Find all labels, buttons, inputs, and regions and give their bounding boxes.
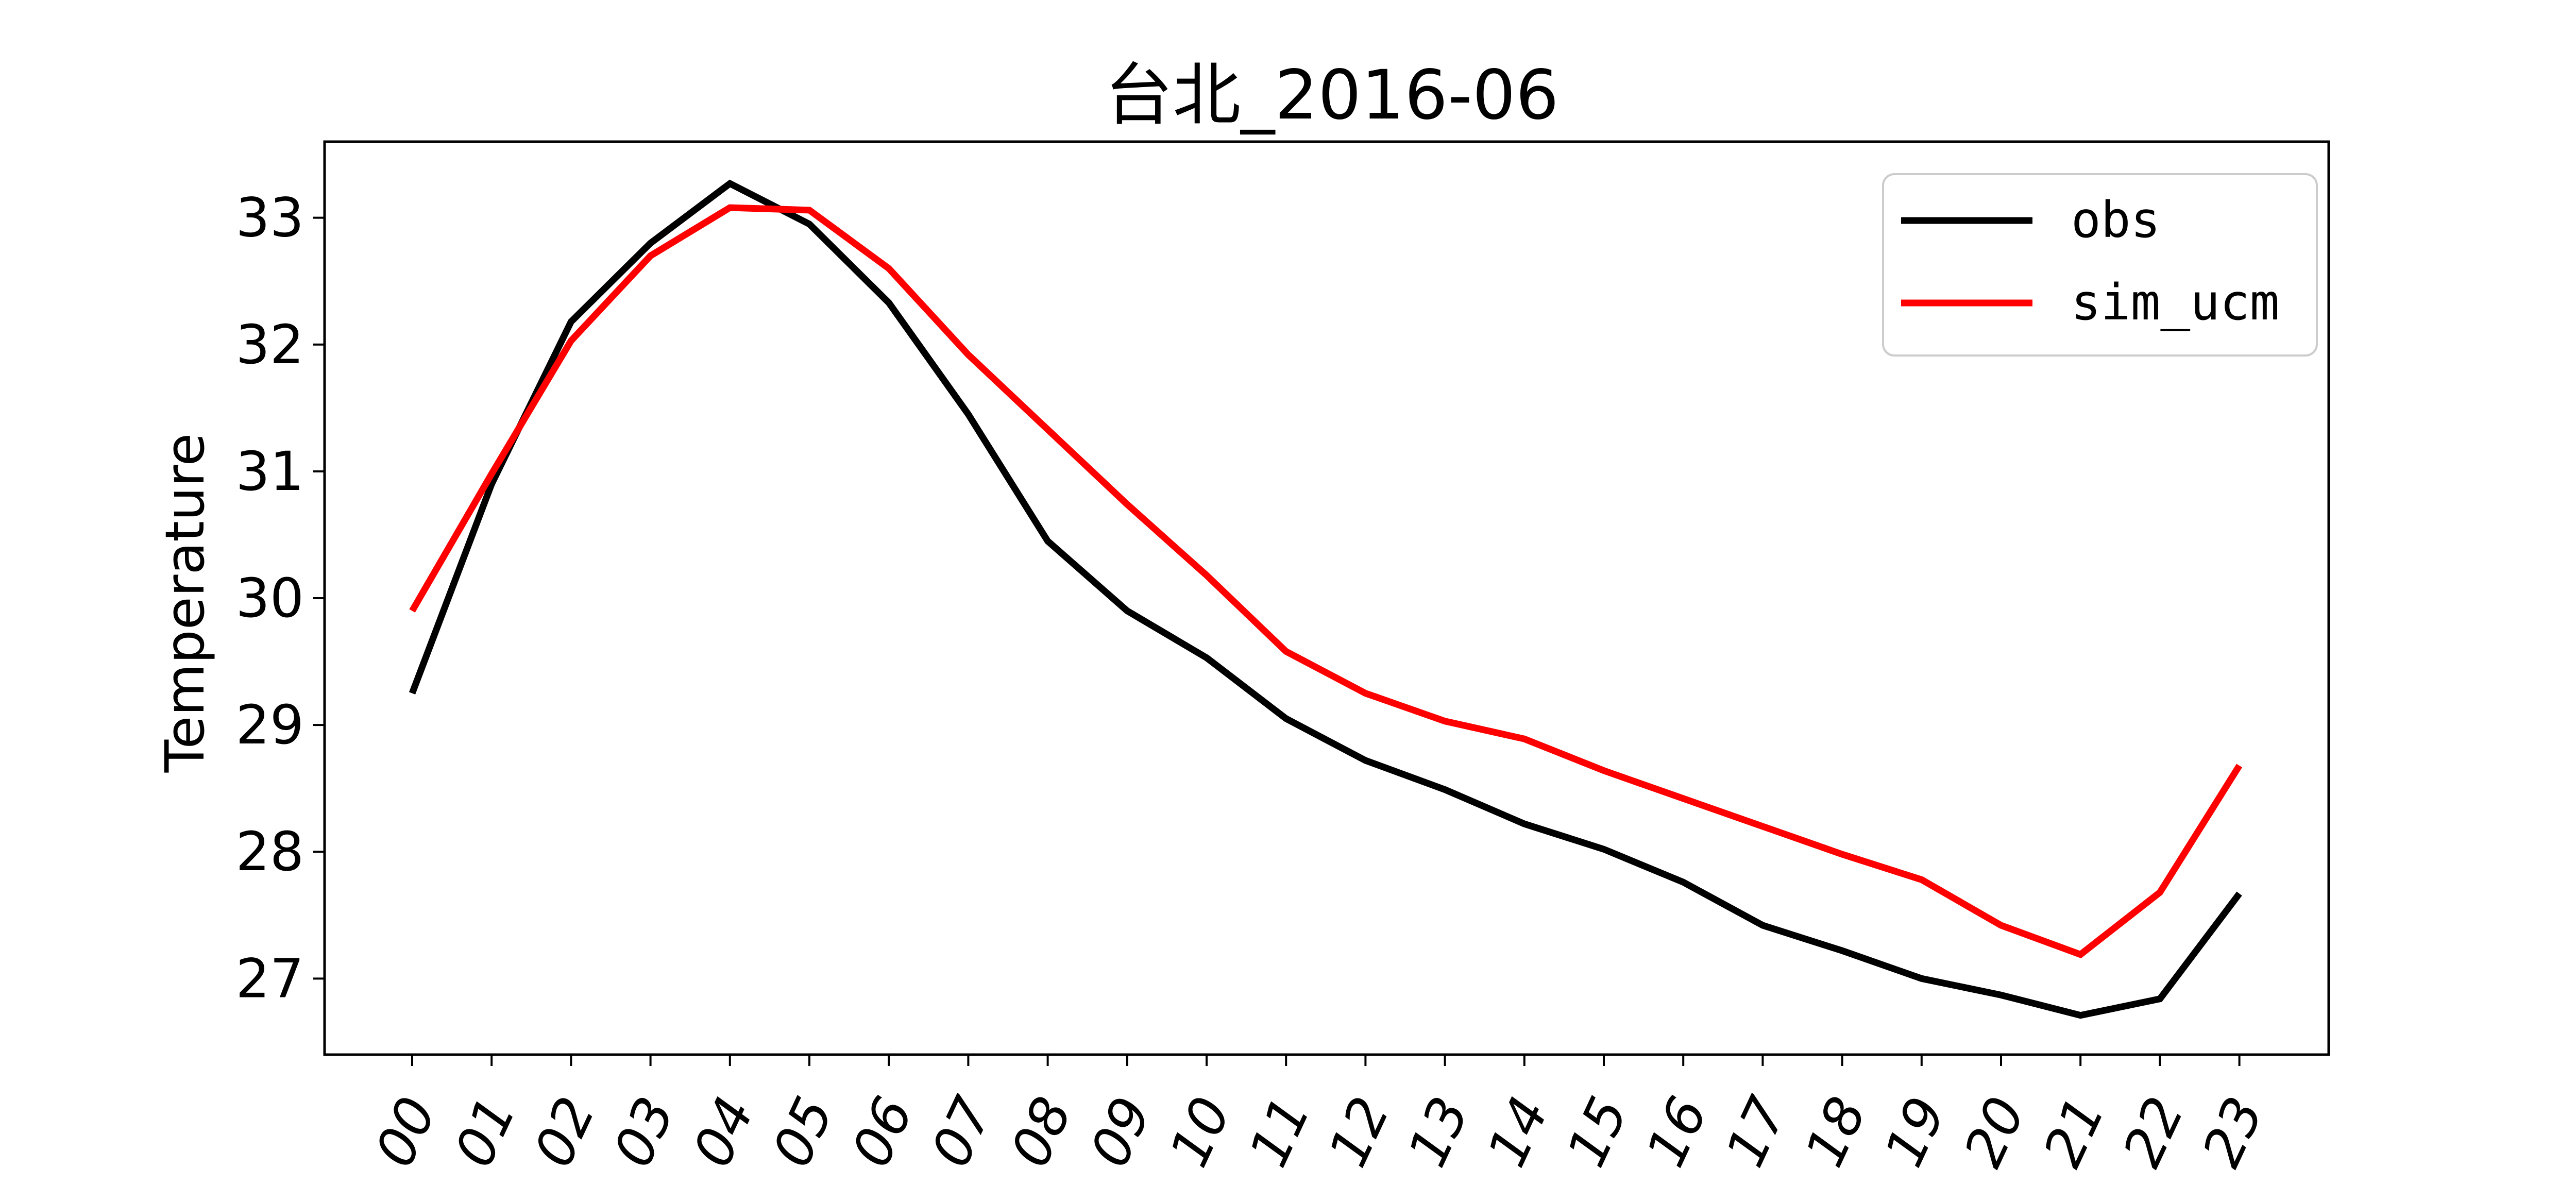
series-lines: [409, 179, 2243, 1019]
x-tick-label: 03: [601, 1088, 687, 1176]
x-tick-label: 07: [919, 1088, 1005, 1176]
x-tick-label: 17: [1714, 1088, 1800, 1176]
y-tick-label: 32: [236, 313, 304, 376]
y-tick-label: 31: [236, 440, 304, 503]
x-tick-label: 09: [1078, 1088, 1164, 1176]
y-axis-label: Temperature: [154, 433, 216, 773]
x-tick-label: 01: [442, 1088, 528, 1176]
x-tick-label: 08: [998, 1088, 1084, 1176]
legend: obs sim_ucm: [1882, 173, 2318, 357]
x-tick-label: 12: [1316, 1088, 1402, 1176]
x-tick-label: 10: [1157, 1088, 1243, 1176]
x-tick-label: 18: [1793, 1088, 1879, 1176]
x-tick-label: 19: [1872, 1088, 1958, 1176]
y-tick-label: 29: [236, 693, 304, 756]
x-tick-label: 04: [681, 1088, 767, 1176]
x-tick-label: 15: [1554, 1088, 1640, 1176]
x-tick-label: 05: [760, 1088, 846, 1176]
x-tick-label: 11: [1236, 1088, 1323, 1176]
y-axis-ticks: 27 28 29 30 31 32 33: [236, 187, 325, 1010]
y-tick-label: 27: [236, 947, 304, 1010]
series-line-obs: [409, 179, 2242, 1019]
x-tick-label: 16: [1634, 1088, 1720, 1176]
x-tick-label: 23: [2190, 1088, 2276, 1176]
legend-label-obs: obs: [2071, 191, 2160, 249]
x-tick-label: 02: [522, 1088, 608, 1176]
x-axis-ticks: 0001020304050607080910111213141516171819…: [363, 1055, 2276, 1176]
series-line-sim_ucm: [409, 204, 2243, 958]
legend-label-sim_ucm: sim_ucm: [2071, 274, 2280, 331]
x-tick-label: 20: [1952, 1088, 2038, 1176]
chart-title: 台北_2016-06: [1105, 56, 1559, 135]
x-tick-label: 21: [2031, 1088, 2117, 1176]
x-tick-label: 14: [1475, 1088, 1561, 1176]
y-tick-label: 30: [236, 567, 304, 630]
y-tick-label: 33: [236, 187, 304, 249]
x-tick-label: 22: [2111, 1088, 2197, 1176]
x-tick-label: 00: [363, 1088, 449, 1176]
x-tick-label: 06: [839, 1088, 925, 1176]
y-tick-label: 28: [236, 820, 304, 883]
x-tick-label: 13: [1396, 1088, 1482, 1176]
